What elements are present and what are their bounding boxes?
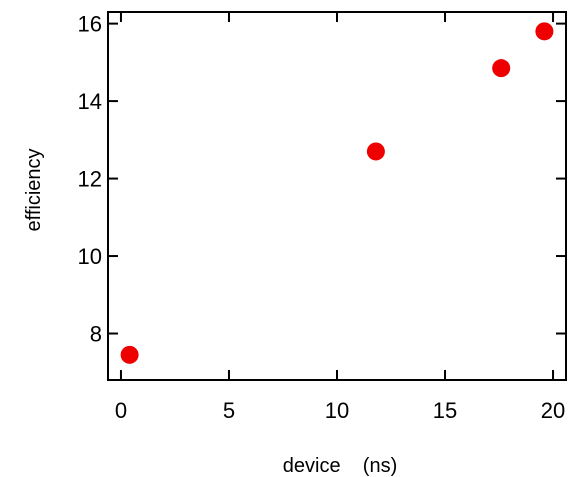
axis-ticks xyxy=(108,12,566,380)
y-axis-title: efficiency xyxy=(23,148,45,231)
x-tick-label: 5 xyxy=(223,398,235,423)
y-tick-label: 14 xyxy=(78,89,102,114)
data-point xyxy=(535,22,554,41)
x-tick-label: 10 xyxy=(325,398,349,423)
data-point xyxy=(492,59,511,78)
data-point xyxy=(120,345,139,364)
x-tick-label: 20 xyxy=(541,398,565,423)
data-point xyxy=(366,142,385,161)
x-tick-labels: 0 5 10 15 20 xyxy=(115,398,565,423)
y-tick-label: 10 xyxy=(78,244,102,269)
y-tick-labels: 8 10 12 14 16 xyxy=(78,12,102,347)
x-tick-label: 15 xyxy=(433,398,457,423)
data-points xyxy=(120,22,554,364)
y-tick-label: 12 xyxy=(78,167,102,192)
x-tick-label: 0 xyxy=(115,398,127,423)
y-tick-label: 16 xyxy=(78,12,102,37)
x-axis-title: device (ns) xyxy=(283,455,397,477)
y-tick-label: 8 xyxy=(90,322,102,347)
